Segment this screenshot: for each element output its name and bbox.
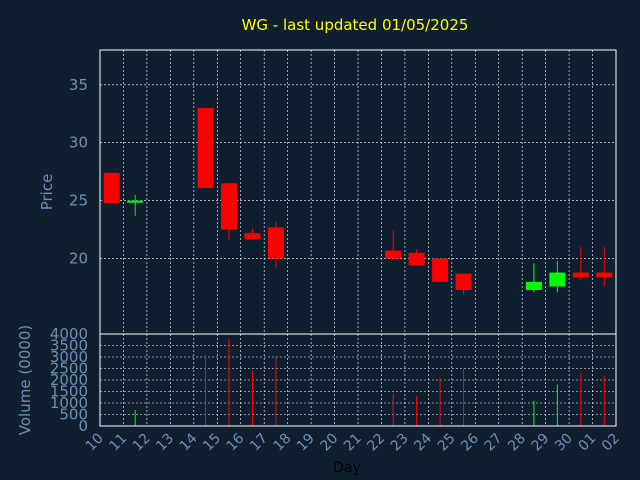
candle-body — [596, 272, 613, 278]
price-y-ticks: 20 25 30 35 — [69, 76, 88, 268]
candle-body — [127, 200, 144, 203]
volume-tick-label: 0 — [78, 417, 88, 435]
candle-body — [221, 183, 237, 230]
candle-body — [103, 172, 120, 204]
volume-tick-label: 1000 — [50, 394, 88, 412]
x-tick-label: 02 — [599, 431, 623, 455]
volume-tick-label: 2500 — [50, 360, 88, 378]
x-tick-label: 17 — [247, 431, 271, 455]
candle-body — [432, 258, 449, 282]
volume-bars — [134, 338, 605, 426]
x-tick-label: 21 — [341, 431, 365, 455]
x-tick-label: 27 — [482, 431, 506, 455]
volume-grid — [99, 333, 617, 427]
x-tick-label: 11 — [106, 431, 130, 455]
candle-body — [267, 227, 284, 259]
price-grid — [99, 50, 617, 334]
x-tick-label: 30 — [552, 431, 576, 455]
volume-plot-frame — [99, 333, 617, 427]
price-tick-label: 25 — [69, 192, 88, 210]
volume-tick-label: 3500 — [50, 337, 88, 355]
x-tick-label: 22 — [364, 431, 388, 455]
x-tick-label: 26 — [458, 430, 482, 454]
candle-body — [572, 272, 589, 278]
x-tick-label: 19 — [294, 431, 318, 455]
x-tick-label: 12 — [130, 431, 154, 455]
x-tick-label: 25 — [435, 431, 459, 455]
price-axis-label: Price — [38, 174, 56, 211]
x-tick-label: 15 — [200, 431, 224, 455]
x-tick-label: 01 — [575, 431, 599, 455]
price-panel: 20 25 30 35 Price — [38, 49, 617, 335]
volume-tick-label: 1500 — [50, 383, 88, 401]
price-tick-label: 35 — [69, 76, 88, 94]
x-tick-label: 18 — [271, 431, 295, 455]
price-candles — [103, 107, 613, 295]
x-tick-label: 23 — [388, 431, 412, 455]
price-tick-label: 30 — [69, 134, 88, 152]
x-tick-label: 13 — [153, 431, 177, 455]
x-tick-label: 24 — [411, 430, 435, 454]
candle-body — [197, 107, 214, 188]
x-tick-label: 20 — [317, 431, 341, 455]
volume-tick-label: 4000 — [50, 325, 88, 343]
volume-tick-label: 2000 — [50, 371, 88, 389]
volume-tick-label: 3000 — [50, 348, 88, 366]
candle-body — [408, 252, 425, 266]
x-axis-label: Day — [333, 460, 361, 476]
candle-body — [455, 273, 472, 290]
candle-body — [244, 233, 261, 239]
x-tick-label: 28 — [505, 431, 529, 455]
volume-axis-label: Volume (0000) — [16, 325, 34, 435]
candle-body — [385, 250, 402, 259]
x-ticks: 10 11 12 13 14 15 16 17 18 19 20 21 22 23 24 25 26 27 28 29… — [83, 430, 623, 454]
price-tick-label: 20 — [69, 250, 88, 268]
chart-title: WG - last updated 01/05/2025 — [242, 16, 469, 34]
volume-tick-label: 500 — [59, 406, 88, 424]
candle-body — [525, 281, 542, 290]
candle-body — [549, 272, 566, 287]
x-tick-label: 29 — [529, 431, 553, 455]
x-tick-label: 14 — [177, 430, 201, 454]
x-tick-label: 16 — [224, 430, 248, 454]
